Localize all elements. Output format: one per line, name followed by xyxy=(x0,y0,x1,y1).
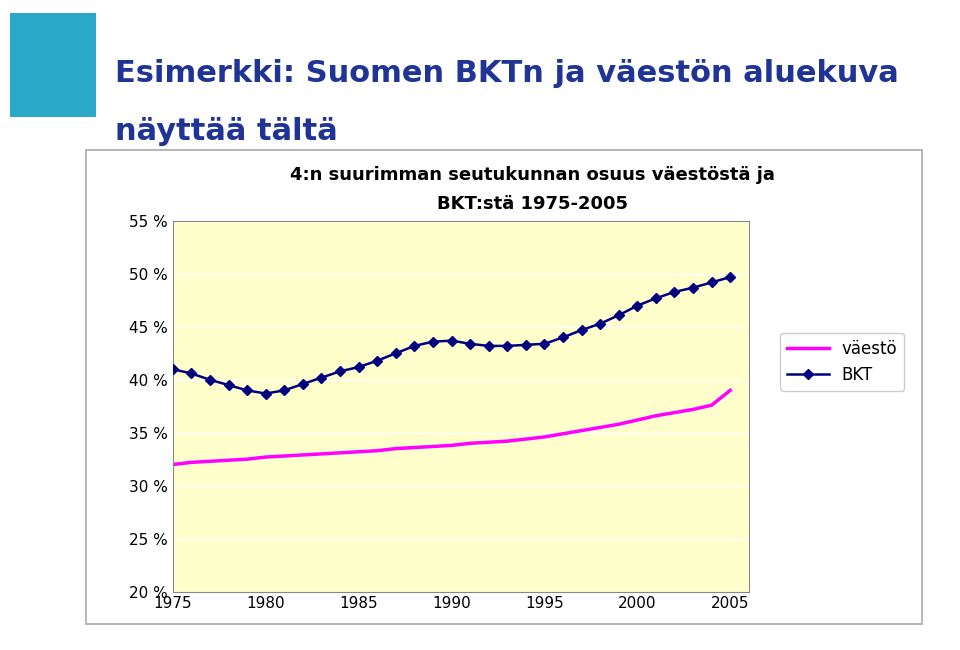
BKT xyxy=(260,389,272,397)
väestö xyxy=(223,456,234,464)
väestö xyxy=(241,455,252,463)
väestö xyxy=(557,430,568,437)
väestö xyxy=(483,438,494,446)
BKT xyxy=(372,357,383,365)
väestö xyxy=(465,439,476,447)
BKT xyxy=(687,284,699,292)
Line: väestö: väestö xyxy=(173,391,731,465)
BKT xyxy=(725,273,736,281)
BKT xyxy=(632,302,643,309)
Text: Esimerkki: Suomen BKTn ja väestön aluekuva: Esimerkki: Suomen BKTn ja väestön alueku… xyxy=(115,58,899,88)
Text: 4:n suurimman seutukunnan osuus väestöstä ja: 4:n suurimman seutukunnan osuus väestöst… xyxy=(290,166,776,184)
väestö xyxy=(687,406,699,413)
väestö xyxy=(706,401,717,409)
BKT xyxy=(316,374,327,382)
BKT xyxy=(501,342,513,350)
väestö xyxy=(278,452,290,460)
BKT xyxy=(576,326,588,334)
Text: näyttää tältä: näyttää tältä xyxy=(115,117,338,146)
BKT xyxy=(483,342,494,350)
BKT xyxy=(278,387,290,395)
BKT xyxy=(427,338,439,346)
BKT xyxy=(223,381,234,389)
väestö xyxy=(501,437,513,445)
väestö xyxy=(539,433,550,441)
väestö xyxy=(260,453,272,461)
BKT xyxy=(669,288,681,296)
BKT xyxy=(445,337,457,344)
väestö xyxy=(520,435,532,443)
väestö xyxy=(594,424,606,432)
BKT xyxy=(539,340,550,348)
BKT xyxy=(613,311,625,319)
väestö xyxy=(390,445,401,452)
väestö xyxy=(372,447,383,454)
BKT xyxy=(465,340,476,348)
väestö xyxy=(427,443,439,450)
väestö xyxy=(725,387,736,395)
BKT xyxy=(557,333,568,341)
BKT xyxy=(204,376,216,384)
BKT xyxy=(650,294,661,302)
väestö xyxy=(185,458,197,466)
väestö xyxy=(353,448,365,456)
väestö xyxy=(632,416,643,424)
BKT xyxy=(594,320,606,328)
BKT xyxy=(390,350,401,358)
BKT xyxy=(334,367,346,375)
väestö xyxy=(445,441,457,449)
väestö xyxy=(613,421,625,428)
väestö xyxy=(576,426,588,434)
väestö xyxy=(334,449,346,457)
Line: BKT: BKT xyxy=(169,274,733,397)
BKT xyxy=(706,278,717,286)
BKT xyxy=(241,387,252,395)
väestö xyxy=(650,412,661,420)
FancyBboxPatch shape xyxy=(10,13,96,117)
väestö xyxy=(297,451,308,459)
väestö xyxy=(204,458,216,465)
FancyBboxPatch shape xyxy=(86,150,922,624)
BKT xyxy=(297,380,308,388)
Legend: väestö, BKT: väestö, BKT xyxy=(780,333,904,391)
väestö xyxy=(669,409,681,417)
BKT xyxy=(353,363,365,371)
BKT xyxy=(185,370,197,378)
Text: BKT:stä 1975-2005: BKT:stä 1975-2005 xyxy=(438,195,628,213)
BKT xyxy=(167,365,179,373)
väestö xyxy=(316,450,327,458)
väestö xyxy=(167,461,179,469)
väestö xyxy=(409,444,420,452)
BKT xyxy=(520,341,532,349)
BKT xyxy=(409,342,420,350)
